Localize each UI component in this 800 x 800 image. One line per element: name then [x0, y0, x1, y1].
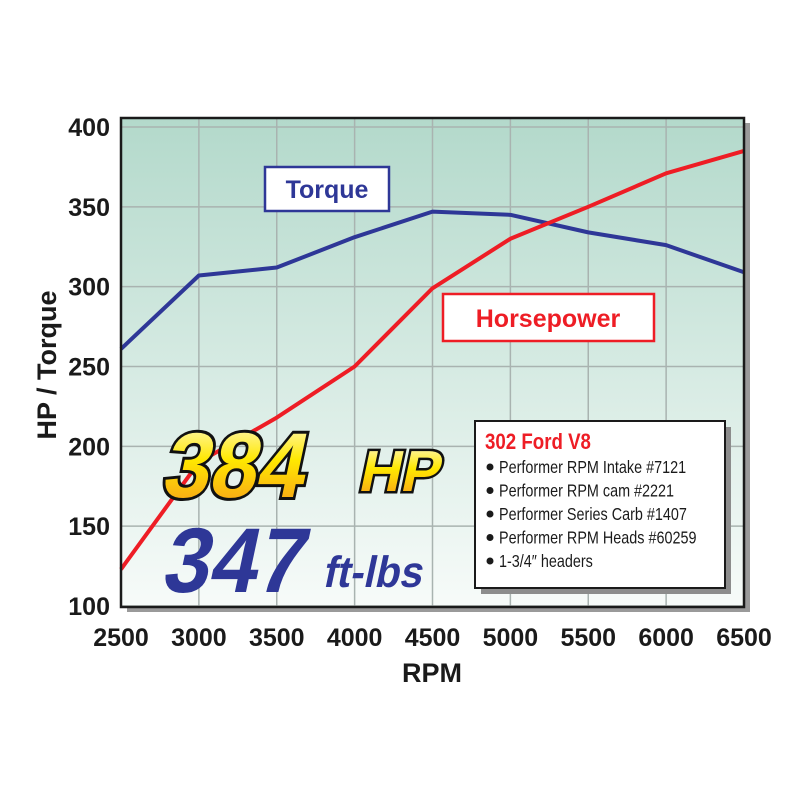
bullet-icon	[486, 510, 494, 518]
info-item: Performer RPM Intake #7121	[499, 458, 686, 478]
legend-torque-label: Torque	[286, 176, 369, 204]
y-tick-label: 100	[68, 593, 110, 621]
info-item: Performer RPM Heads #60259	[499, 528, 696, 548]
x-tick-label: 4500	[405, 624, 461, 652]
torque-unit: ft-lbs	[320, 548, 429, 597]
hp-callout: 384 HP	[153, 411, 451, 520]
legend-horsepower: Horsepower	[441, 292, 656, 343]
torque-callout: 347 ft-lbs	[156, 509, 429, 612]
x-tick-label: 6500	[716, 624, 772, 652]
y-tick-label: 250	[68, 354, 110, 382]
x-tick-label: 6000	[638, 624, 694, 652]
hp-number: 384	[156, 414, 319, 517]
x-tick-label: 4000	[327, 624, 383, 652]
y-tick-label: 400	[68, 114, 110, 142]
hp-unit: HP	[355, 440, 449, 504]
info-item: 1-3/4″ headers	[499, 552, 593, 572]
bullet-icon	[486, 534, 494, 541]
bullet-icon	[486, 463, 494, 471]
info-title: 302 Ford V8	[485, 431, 591, 455]
bullet-icon	[486, 487, 494, 494]
y-tick-label: 350	[68, 194, 110, 222]
y-tick-label: 200	[68, 433, 110, 461]
x-tick-labels: 2500 3000 3500 4000 4500 5000 5500 6000 6500	[93, 624, 772, 652]
y-tick-label: 300	[68, 274, 110, 302]
y-tick-labels: 100 150 200 250 300 350 400	[68, 114, 110, 621]
legend-horsepower-label: Horsepower	[476, 305, 621, 333]
x-tick-label: 2500	[93, 624, 149, 652]
y-axis-label: HP / Torque	[32, 290, 62, 439]
x-tick-label: 3000	[171, 624, 227, 652]
plot-border	[119, 116, 746, 609]
legend-torque: Torque	[263, 165, 391, 213]
x-tick-label: 5000	[483, 624, 539, 652]
x-tick-label: 5500	[560, 624, 616, 652]
x-tick-label: 3500	[249, 624, 305, 652]
x-axis-label: RPM	[402, 658, 462, 688]
bullet-icon	[486, 557, 494, 565]
torque-number: 347	[156, 509, 319, 612]
info-item: Performer Series Carb #1407	[499, 505, 687, 525]
y-tick-label: 150	[68, 513, 110, 541]
info-item: Performer RPM cam #2221	[499, 481, 674, 501]
info-box: 302 Ford V8 Performer RPM Intake #7121 Pe…	[474, 420, 731, 594]
